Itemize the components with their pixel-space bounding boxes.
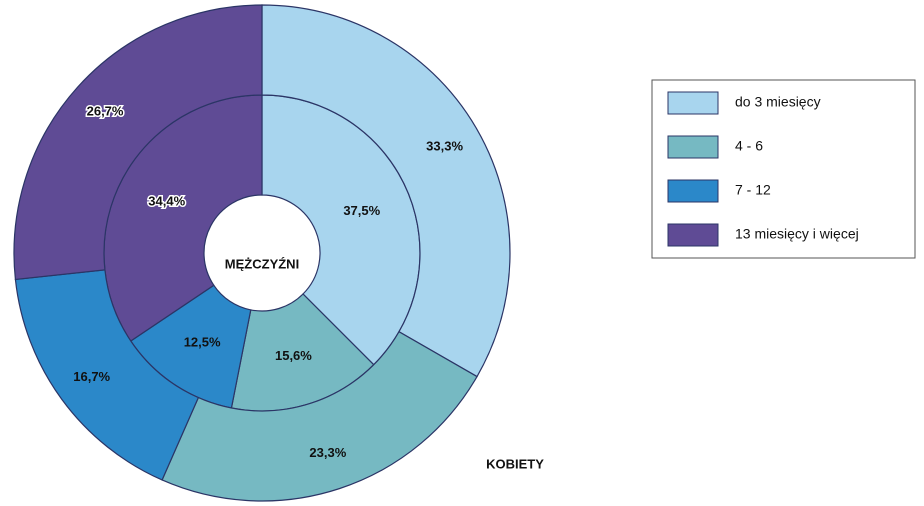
legend-swatch (667, 135, 719, 159)
data-label: 23,3% (309, 445, 346, 460)
legend-label: do 3 miesięcy (735, 94, 821, 110)
data-label: 12,5% (184, 334, 221, 349)
data-label: 33,3% (426, 139, 463, 154)
segment (261, 4, 511, 378)
data-label: 15,6% (275, 348, 312, 363)
data-label: 16,7% (73, 369, 110, 384)
legend-label: 7 - 12 (735, 182, 771, 198)
data-label: 37,5% (343, 203, 380, 218)
legend-swatch (667, 223, 719, 247)
legend-label: 4 - 6 (735, 138, 763, 154)
legend-label: 13 miesięcy i więcej (735, 226, 859, 242)
series-label: MĘŻCZYŹNI (225, 256, 299, 271)
data-label: 26,7% (87, 103, 124, 118)
segment (13, 4, 263, 281)
data-label: 34,4% (148, 194, 185, 209)
legend-swatch (667, 91, 719, 115)
legend-swatch (667, 179, 719, 203)
segment (161, 330, 478, 502)
series-label: KOBIETY (486, 456, 544, 471)
